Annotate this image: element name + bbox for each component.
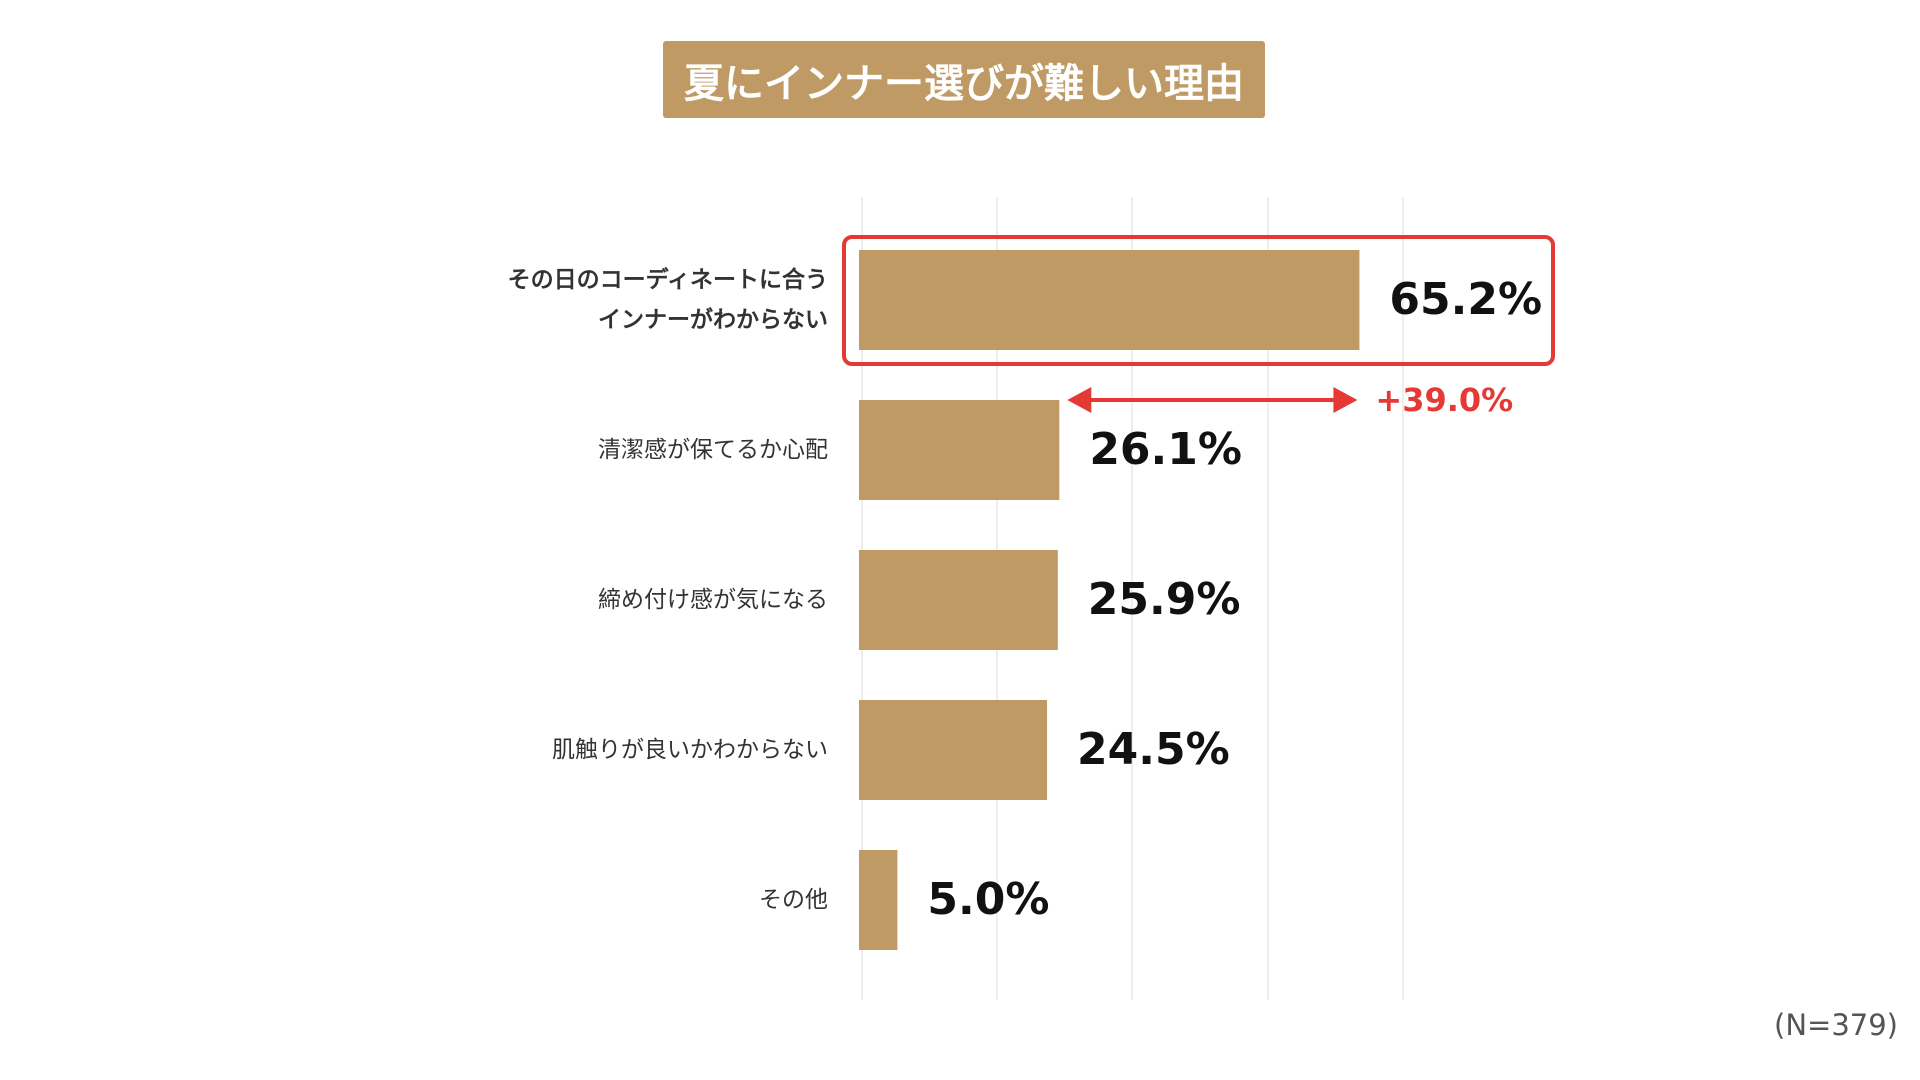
value-label: 25.9% <box>1088 574 1241 625</box>
bar <box>859 250 1360 350</box>
bar <box>859 700 1048 800</box>
arrow-head <box>1333 387 1358 413</box>
chart-title: 夏にインナー選びが難しい理由 <box>663 41 1265 118</box>
difference-annotation: +39.0% <box>1375 381 1513 419</box>
category-label: 肌触りが良いかわからない <box>552 737 828 763</box>
category-label: その日のコーディネートに合う インナーがわからない <box>507 267 828 333</box>
value-label: 26.1% <box>1089 424 1242 475</box>
bar <box>859 550 1058 650</box>
value-label: 24.5% <box>1077 724 1230 775</box>
category-label: 清潔感が保てるか心配 <box>598 437 828 463</box>
arrow-head <box>1067 387 1092 413</box>
value-label: 5.0% <box>927 874 1049 925</box>
bar <box>859 400 1060 500</box>
sample-size-note: (N=379) <box>1774 1008 1898 1042</box>
category-label: その他 <box>759 887 828 913</box>
bar <box>859 850 898 950</box>
value-label: 65.2% <box>1389 274 1542 325</box>
highlight-box <box>842 235 1555 366</box>
category-label: 締め付け感が気になる <box>598 587 828 613</box>
